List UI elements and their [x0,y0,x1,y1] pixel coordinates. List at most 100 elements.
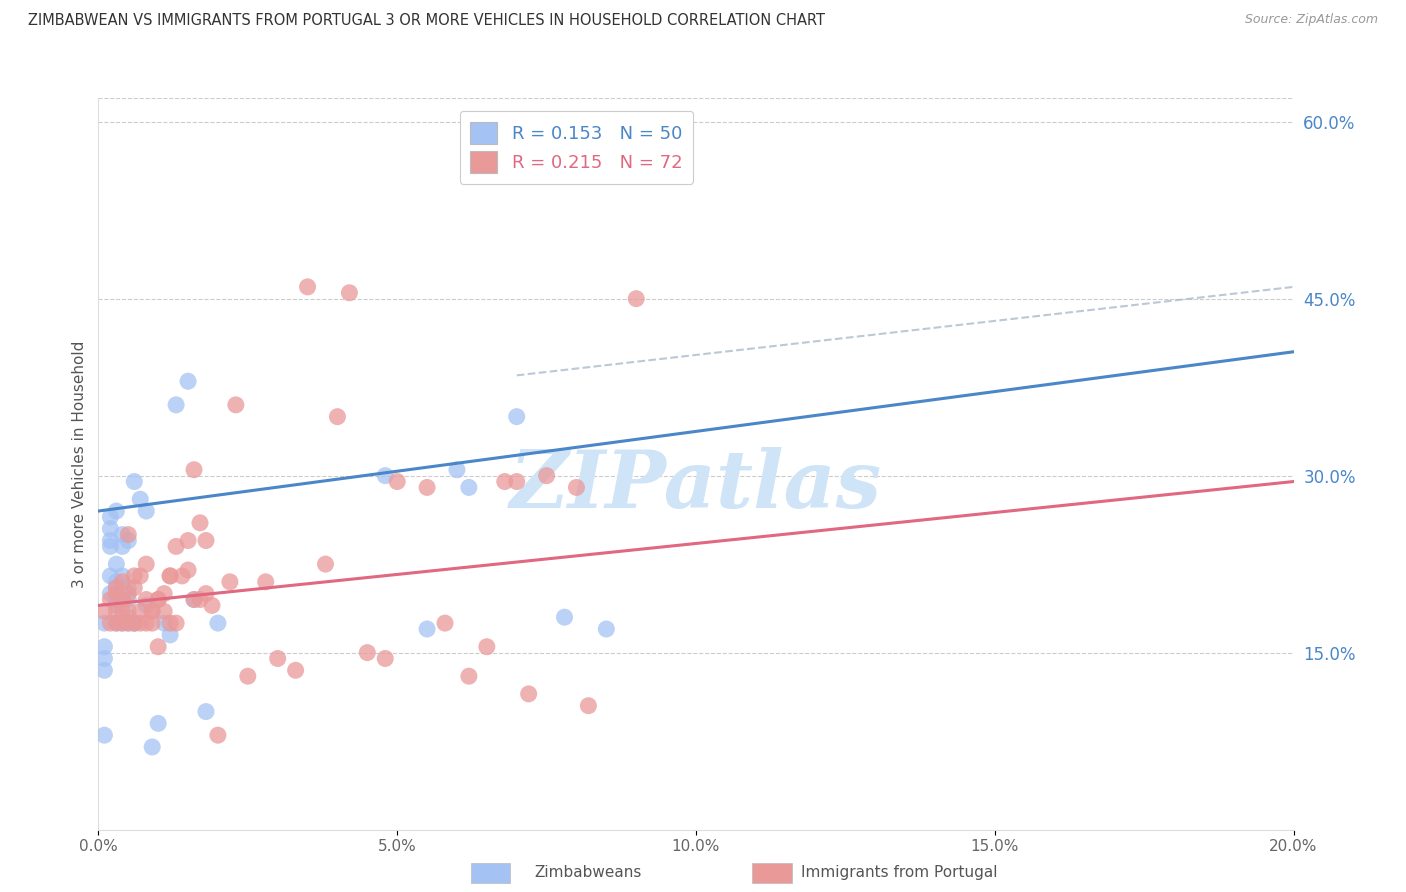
Point [93,604,115,618]
Point [236,669,259,683]
Point [494,475,516,489]
Point [124,569,146,583]
Point [105,586,128,600]
Point [93,651,115,665]
Point [148,716,170,731]
Point [159,569,181,583]
Point [148,592,170,607]
Point [141,739,163,754]
Point [475,640,498,654]
Point [135,504,157,518]
Point [284,663,307,677]
Point [195,533,218,548]
Point [201,599,224,613]
Point [105,616,128,631]
Point [165,616,187,631]
Point [111,592,134,607]
Point [93,616,115,631]
Text: ZIPatlas: ZIPatlas [510,447,882,524]
Point [183,592,205,607]
Point [517,687,540,701]
Point [100,510,122,524]
Point [267,651,290,665]
Point [135,616,157,631]
Point [458,669,481,683]
Point [326,409,349,424]
Point [111,574,134,589]
Point [117,616,139,631]
Point [100,569,122,583]
Point [148,592,170,607]
Point [100,586,122,600]
Point [135,599,157,613]
Point [626,292,648,306]
Point [117,610,139,624]
Point [188,516,211,530]
Point [111,527,134,541]
Point [153,604,176,618]
Point [93,640,115,654]
Point [177,563,200,577]
Point [117,527,139,541]
Point [385,475,409,489]
Point [506,409,529,424]
Point [219,574,242,589]
Point [111,540,134,554]
Point [434,616,457,631]
Point [416,622,439,636]
Text: Immigrants from Portugal: Immigrants from Portugal [801,865,998,880]
Point [117,616,139,631]
Point [105,557,128,571]
Point [141,604,163,618]
Point [458,480,481,494]
Text: ZIMBABWEAN VS IMMIGRANTS FROM PORTUGAL 3 OR MORE VEHICLES IN HOUSEHOLD CORRELATI: ZIMBABWEAN VS IMMIGRANTS FROM PORTUGAL 3… [28,13,825,29]
Point [565,480,588,494]
Point [225,398,247,412]
Point [124,616,146,631]
Point [165,398,187,412]
Point [111,604,134,618]
Point [297,280,319,294]
Point [506,475,529,489]
Point [416,480,439,494]
Point [105,616,128,631]
Point [105,592,128,607]
Point [183,463,205,477]
Point [141,604,163,618]
Point [446,463,468,477]
Point [135,592,157,607]
Point [159,569,181,583]
Point [100,533,122,548]
Point [105,604,128,618]
Point [117,581,139,595]
Point [105,574,128,589]
Point [100,540,122,554]
Point [183,592,205,607]
Y-axis label: 3 or more Vehicles in Household: 3 or more Vehicles in Household [72,340,87,588]
Point [159,628,181,642]
Point [100,592,122,607]
Point [124,616,146,631]
Text: Zimbabweans: Zimbabweans [534,865,641,880]
Point [374,468,396,483]
Point [124,475,146,489]
Point [207,728,229,742]
Text: Source: ZipAtlas.com: Source: ZipAtlas.com [1244,13,1378,27]
Point [177,374,200,388]
Point [315,557,337,571]
Point [188,592,211,607]
Point [129,492,152,507]
Point [105,504,128,518]
Point [111,616,134,631]
Point [124,616,146,631]
Point [111,592,134,607]
Point [177,533,200,548]
Point [135,557,157,571]
Point [159,616,181,631]
Point [105,581,128,595]
Point [374,651,396,665]
Point [124,581,146,595]
Point [100,522,122,536]
Point [254,574,277,589]
Point [195,705,218,719]
